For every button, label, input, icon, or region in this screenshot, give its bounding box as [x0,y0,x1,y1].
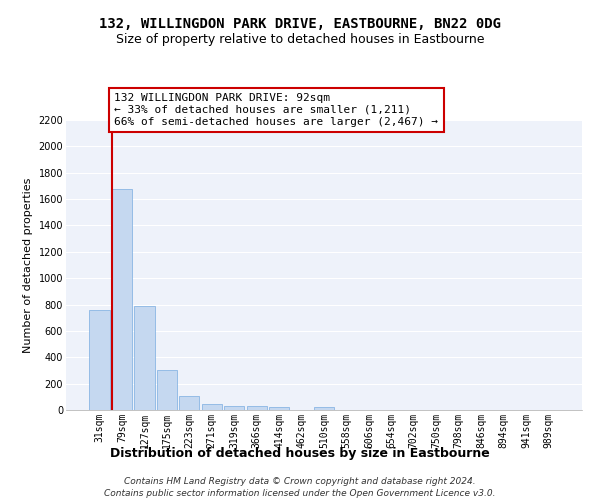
Bar [157,370,177,410]
Bar [269,407,289,410]
Bar [112,188,132,410]
Bar [202,404,222,410]
Text: Contains public sector information licensed under the Open Government Licence v3: Contains public sector information licen… [104,489,496,498]
Bar [224,406,244,410]
Bar [314,407,334,410]
Y-axis label: Number of detached properties: Number of detached properties [23,178,33,352]
Text: 132 WILLINGDON PARK DRIVE: 92sqm
← 33% of detached houses are smaller (1,211)
66: 132 WILLINGDON PARK DRIVE: 92sqm ← 33% o… [114,94,438,126]
Text: 132, WILLINGDON PARK DRIVE, EASTBOURNE, BN22 0DG: 132, WILLINGDON PARK DRIVE, EASTBOURNE, … [99,18,501,32]
Text: Contains HM Land Registry data © Crown copyright and database right 2024.: Contains HM Land Registry data © Crown c… [124,478,476,486]
Bar [134,306,155,410]
Bar [247,406,267,410]
Text: Distribution of detached houses by size in Eastbourne: Distribution of detached houses by size … [110,448,490,460]
Bar [179,396,199,410]
Bar [89,310,110,410]
Text: Size of property relative to detached houses in Eastbourne: Size of property relative to detached ho… [116,32,484,46]
